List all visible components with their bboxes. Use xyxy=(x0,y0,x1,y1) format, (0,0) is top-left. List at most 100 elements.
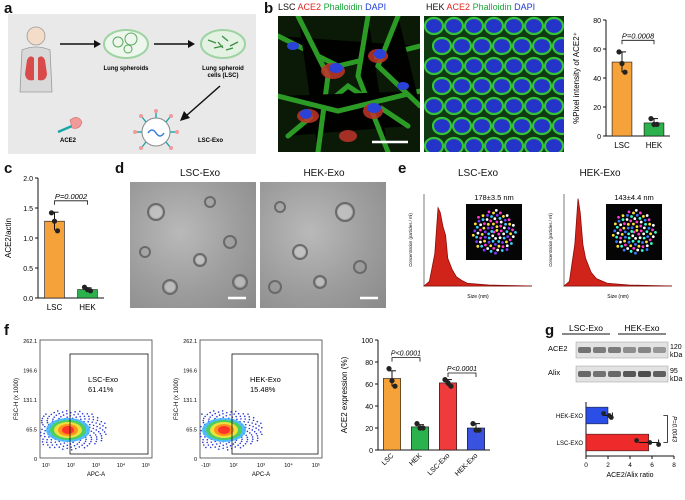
phalloidin-stain-label: Phalloidin xyxy=(323,2,363,12)
protein-band xyxy=(638,371,651,377)
tracked-particle xyxy=(476,244,480,248)
tracked-particle xyxy=(491,234,495,238)
event-dot xyxy=(40,434,42,437)
event-dot xyxy=(253,430,256,433)
schematic-diagram: Lung spheroids Lung spheroid cells (LSC)… xyxy=(8,14,256,154)
tracked-particle xyxy=(649,232,653,236)
tracked-particle xyxy=(493,217,497,221)
panel-label-a: a xyxy=(4,0,13,17)
d-hek-exo-title: HEK-Exo xyxy=(303,168,345,179)
tracked-particle xyxy=(498,216,502,220)
tracked-particle xyxy=(645,240,648,244)
tracked-particle xyxy=(487,240,491,244)
tracked-particle xyxy=(634,236,637,240)
tracked-particle xyxy=(500,249,504,252)
cell-nucleus xyxy=(471,76,493,96)
tracked-particle xyxy=(635,225,639,229)
tracked-particle xyxy=(514,230,517,234)
tracked-particle xyxy=(473,229,477,233)
blot-label: Alix xyxy=(548,368,560,377)
event-dot xyxy=(46,438,48,441)
tracked-particle xyxy=(613,222,617,226)
tracked-particle xyxy=(492,246,496,250)
data-point xyxy=(622,69,628,75)
cell-nucleus xyxy=(431,76,453,96)
panel-label-d: d xyxy=(115,160,125,177)
event-dot xyxy=(44,429,46,432)
event-dot xyxy=(55,443,58,446)
tracked-particle xyxy=(511,223,515,227)
event-dot xyxy=(95,438,98,440)
event-dot xyxy=(246,430,249,433)
y-tick-label: 262.1 xyxy=(23,339,37,345)
lung-spheroids-label: Lung spheroids xyxy=(104,66,150,72)
event-dot xyxy=(242,445,245,447)
tracked-particle xyxy=(479,240,482,244)
event-dot xyxy=(105,433,107,436)
event-dot xyxy=(92,427,95,430)
event-dot xyxy=(96,425,98,428)
event-dot xyxy=(254,423,257,426)
event-dot xyxy=(99,432,102,435)
y-tick-label: 40 xyxy=(593,76,601,83)
event-dot xyxy=(41,419,43,422)
tracked-particle xyxy=(630,226,634,230)
bar xyxy=(44,220,65,299)
tracked-particle xyxy=(487,232,491,236)
event-dot xyxy=(91,413,93,415)
y-tick-label: 0 xyxy=(34,457,37,463)
tracked-particle xyxy=(611,233,615,237)
event-dot xyxy=(88,442,91,445)
cell-nucleus xyxy=(483,96,505,116)
tracked-particle xyxy=(630,230,634,233)
data-point xyxy=(634,438,639,443)
tracked-particle xyxy=(632,230,636,234)
data-point xyxy=(48,210,55,216)
event-dot xyxy=(104,422,106,425)
lsc-cell-name: LSC xyxy=(278,2,296,12)
tracked-particle xyxy=(483,239,486,243)
event-dot xyxy=(100,439,103,442)
tracked-particle xyxy=(495,229,499,232)
tracked-particle xyxy=(492,222,495,226)
event-dot xyxy=(92,416,95,418)
tracked-particle xyxy=(485,218,489,221)
event-dot xyxy=(56,410,59,412)
event-dot xyxy=(259,431,262,433)
event-dot xyxy=(210,441,213,443)
tracked-particle xyxy=(634,243,637,246)
event-dot xyxy=(208,418,210,420)
event-dot xyxy=(79,415,81,418)
event-dot xyxy=(230,411,232,413)
data-point xyxy=(420,425,426,431)
event-dot xyxy=(203,444,205,446)
event-dot xyxy=(246,438,249,441)
x-tick-label: LSC-Exo xyxy=(427,452,452,477)
event-dot xyxy=(73,444,76,447)
event-dot xyxy=(77,413,79,415)
tracked-particle xyxy=(637,240,641,243)
tracked-particle xyxy=(626,222,630,226)
x-axis-label: Size (nm) xyxy=(467,294,489,300)
y-tick-label: 0 xyxy=(597,134,601,141)
tracked-particle xyxy=(497,232,501,236)
significance-bracket xyxy=(447,372,477,377)
significance-bracket xyxy=(663,415,668,443)
kda-unit: kDa xyxy=(670,376,683,383)
event-dot xyxy=(225,443,228,445)
event-dot xyxy=(43,435,46,438)
cell-nucleus xyxy=(424,56,445,76)
event-dot xyxy=(249,432,251,434)
event-dot xyxy=(248,418,251,421)
event-dot xyxy=(60,415,62,418)
y-tick-label: 1.5 xyxy=(23,206,33,213)
event-dot xyxy=(240,440,243,443)
kda-marker: 120 xyxy=(670,344,682,351)
event-dot xyxy=(48,436,50,438)
event-dot xyxy=(201,413,203,415)
e-lsc-nta-chart: 178±3.5 nm Size (nm) Concentration (partic… xyxy=(402,182,542,310)
data-point xyxy=(608,415,614,420)
cell-nucleus xyxy=(511,116,533,136)
tracked-particle xyxy=(481,218,485,221)
panel-label-b: b xyxy=(264,0,274,17)
